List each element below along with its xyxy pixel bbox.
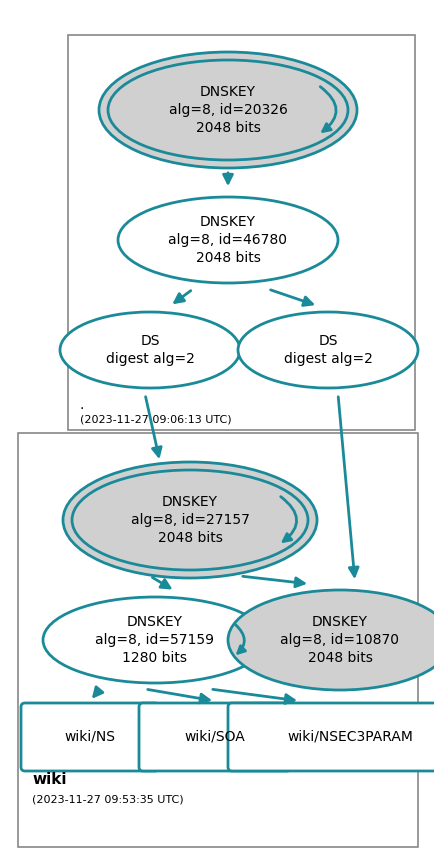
Ellipse shape	[99, 52, 356, 168]
Text: wiki/NS: wiki/NS	[64, 730, 115, 744]
Text: DNSKEY
alg=8, id=27157
2048 bits: DNSKEY alg=8, id=27157 2048 bits	[130, 495, 249, 546]
Text: DNSKEY
alg=8, id=20326
2048 bits: DNSKEY alg=8, id=20326 2048 bits	[168, 85, 287, 136]
Text: DS
digest alg=2: DS digest alg=2	[105, 334, 194, 366]
Ellipse shape	[63, 462, 316, 578]
FancyBboxPatch shape	[227, 703, 434, 771]
Text: wiki/NSEC3PARAM: wiki/NSEC3PARAM	[286, 730, 412, 744]
FancyBboxPatch shape	[21, 703, 159, 771]
Ellipse shape	[237, 312, 417, 388]
Text: wiki/SOA: wiki/SOA	[184, 730, 245, 744]
Text: .: .	[80, 398, 84, 412]
Ellipse shape	[43, 597, 266, 683]
Bar	[68, 35, 414, 430]
Ellipse shape	[60, 312, 240, 388]
Text: DNSKEY
alg=8, id=10870
2048 bits: DNSKEY alg=8, id=10870 2048 bits	[280, 615, 398, 665]
Bar	[18, 433, 417, 847]
FancyBboxPatch shape	[139, 703, 290, 771]
Ellipse shape	[118, 197, 337, 283]
Text: DNSKEY
alg=8, id=57159
1280 bits: DNSKEY alg=8, id=57159 1280 bits	[95, 615, 214, 665]
Text: (2023-11-27 09:53:35 UTC): (2023-11-27 09:53:35 UTC)	[32, 795, 183, 805]
Ellipse shape	[227, 590, 434, 690]
Text: (2023-11-27 09:06:13 UTC): (2023-11-27 09:06:13 UTC)	[80, 415, 231, 425]
Ellipse shape	[108, 60, 347, 160]
Text: wiki: wiki	[32, 772, 66, 787]
Text: DNSKEY
alg=8, id=46780
2048 bits: DNSKEY alg=8, id=46780 2048 bits	[168, 215, 287, 266]
Text: DS
digest alg=2: DS digest alg=2	[283, 334, 372, 366]
Ellipse shape	[72, 470, 307, 570]
